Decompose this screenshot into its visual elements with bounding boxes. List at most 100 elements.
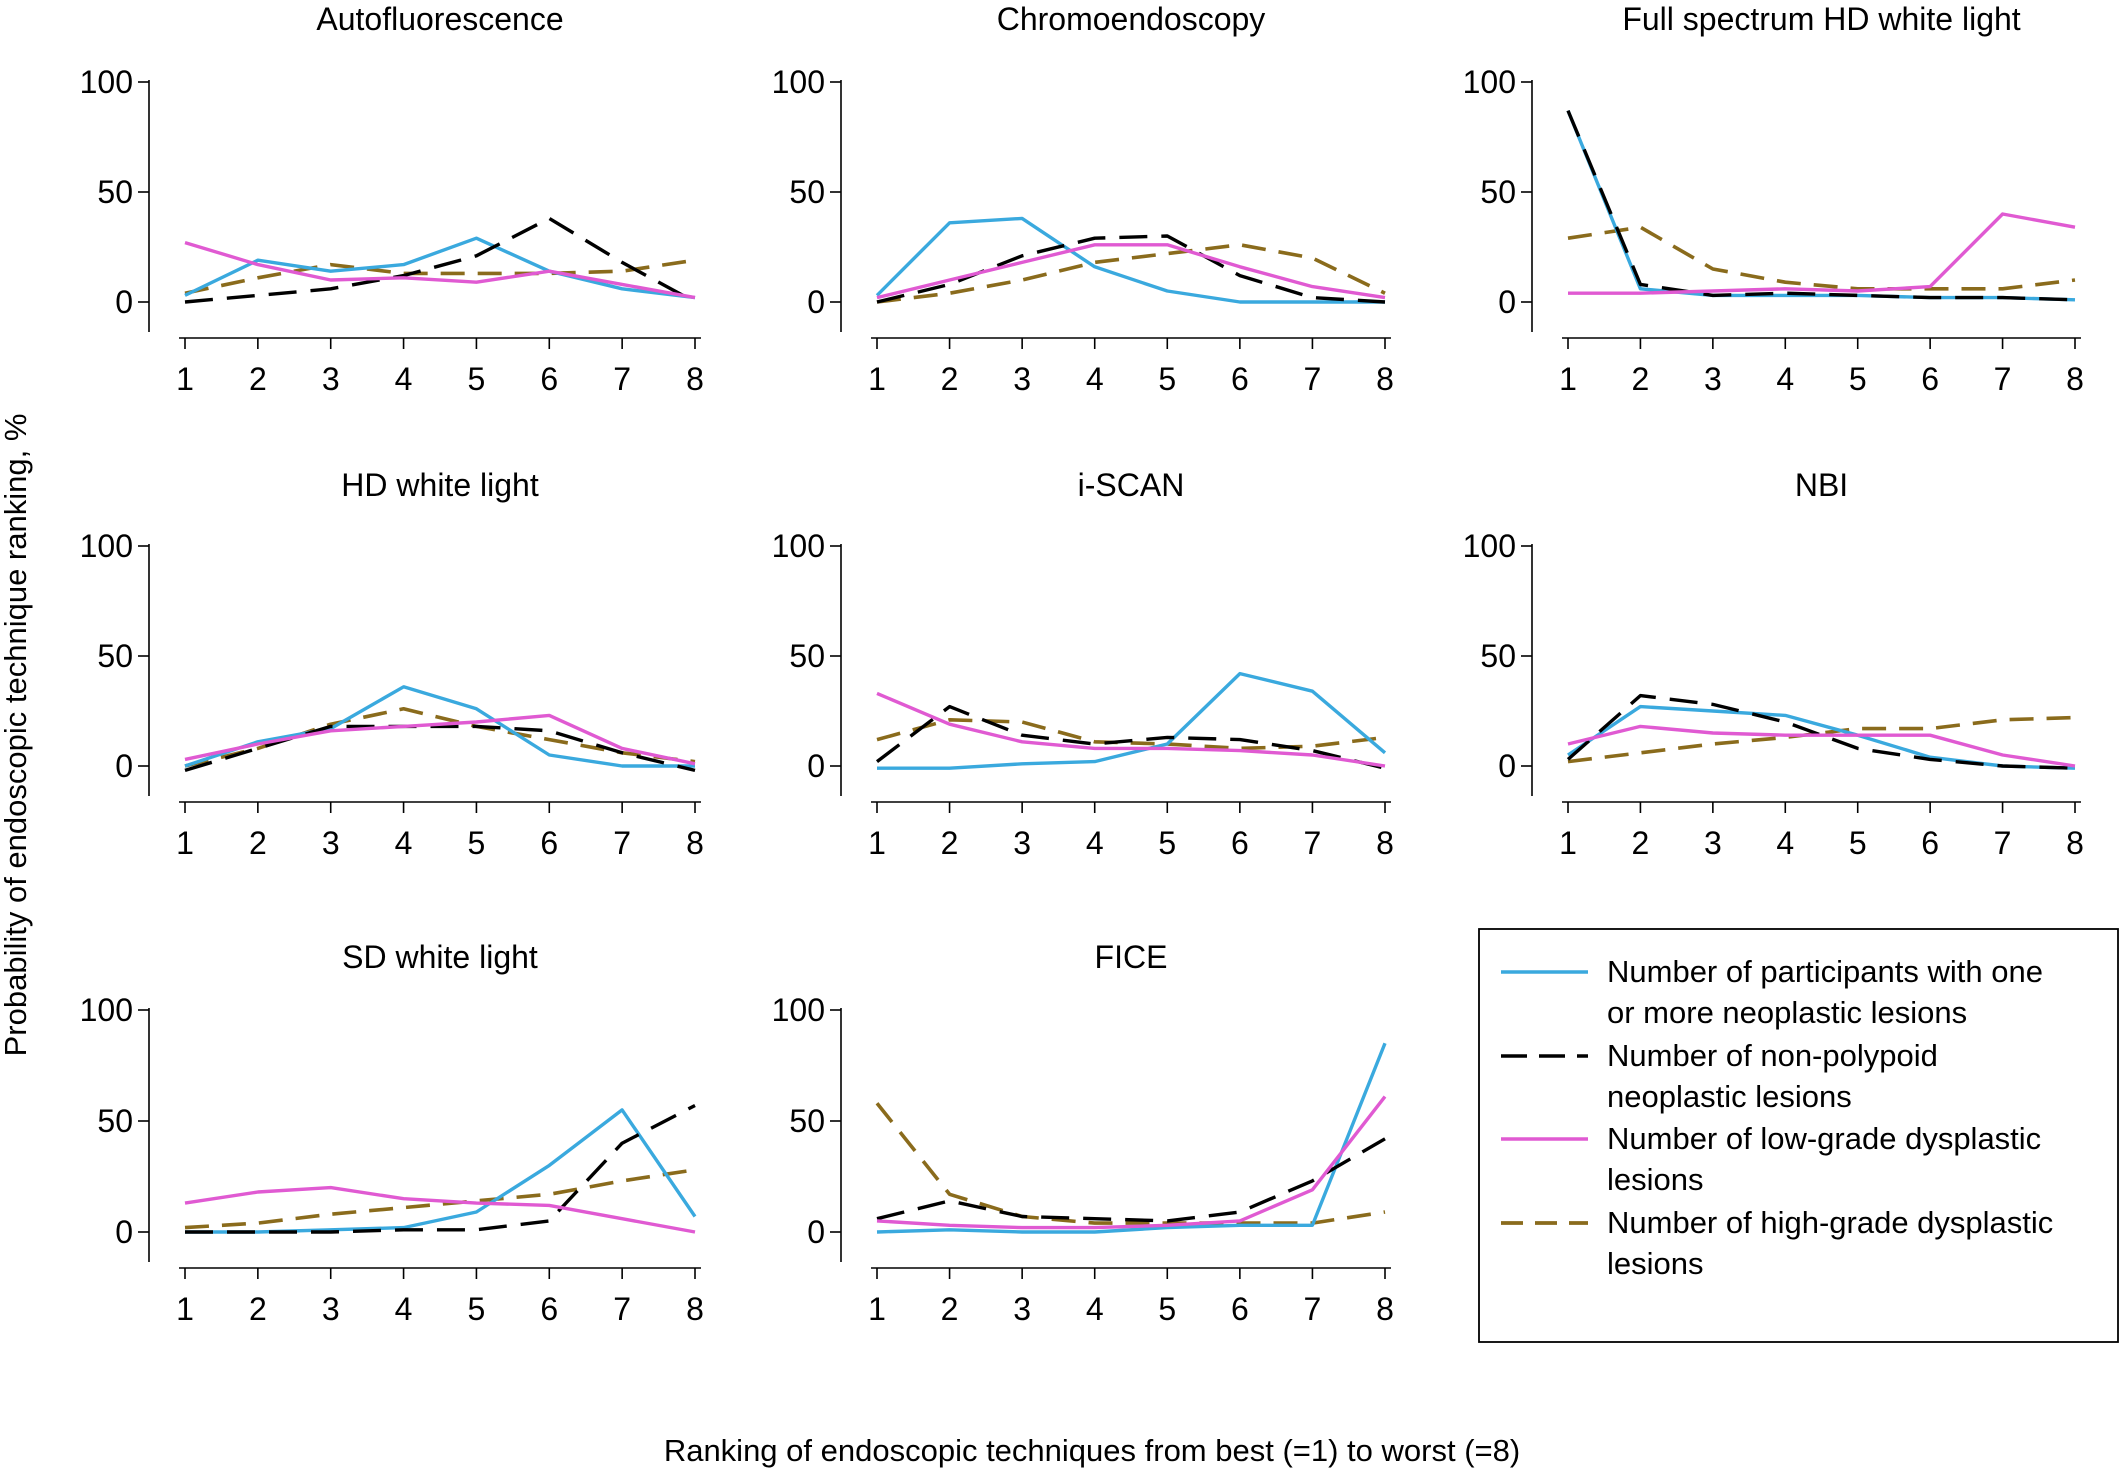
series-line-participants [875, 216, 1385, 304]
legend-label: or more neoplastic lesions [1607, 995, 1967, 1030]
series-line-high-grade [876, 243, 1386, 304]
y-tick-label: 100 [772, 64, 825, 100]
series-line-low-grade [1567, 724, 2076, 768]
series-line-participants [184, 685, 695, 768]
x-tick-label: 5 [1158, 825, 1176, 861]
y-tick-label: 50 [1480, 638, 1516, 674]
y-tick-label: 100 [80, 992, 133, 1028]
y-tick-label: 0 [115, 748, 133, 784]
y-tick-label: 100 [772, 528, 825, 564]
y-tick-label: 0 [807, 748, 825, 784]
x-tick-label: 5 [1158, 1291, 1176, 1327]
x-tick-label: 1 [176, 1291, 194, 1327]
series-line-non-polypoid [1566, 109, 2076, 302]
y-tick-label: 100 [1463, 528, 1516, 564]
x-tick-label: 4 [395, 1291, 413, 1327]
x-tick-label: 2 [249, 825, 267, 861]
series-line-high-grade [875, 1102, 1386, 1225]
legend-label: Number of participants with one [1607, 954, 2043, 989]
y-tick-label: 100 [772, 992, 825, 1028]
panel-i-scan: i-SCAN 0 50 100 1 2 3 4 5 6 7 8 [772, 467, 1394, 861]
series-line-non-polypoid [1566, 693, 2076, 770]
x-tick-label: 8 [1376, 1291, 1394, 1327]
panel-title: Autofluorescence [316, 1, 563, 37]
x-tick-label: 7 [1994, 825, 2012, 861]
x-tick-label: 3 [1013, 361, 1031, 397]
x-tick-label: 4 [395, 825, 413, 861]
y-tick-label: 0 [807, 1214, 825, 1250]
legend-item-non-polypoid: Number of non-polypoid neoplastic lesions [1501, 1038, 1938, 1114]
legend-item-high-grade: Number of high-grade dysplastic lesions [1501, 1205, 2053, 1281]
x-tick-label: 4 [1776, 825, 1794, 861]
x-tick-label: 1 [868, 1291, 886, 1327]
y-tick-label: 50 [97, 174, 133, 210]
x-tick-label: 3 [1013, 1291, 1031, 1327]
series-line-low-grade [184, 1185, 696, 1234]
x-tick-label: 3 [1704, 361, 1722, 397]
x-tick-label: 2 [941, 1291, 959, 1327]
series-line-low-grade [184, 713, 696, 766]
series-line-high-grade [184, 706, 696, 768]
x-tick-label: 2 [941, 825, 959, 861]
x-tick-label: 5 [468, 361, 486, 397]
series-line-participants [184, 236, 696, 300]
series-line-low-grade [1568, 212, 2076, 295]
y-tick-label: 50 [97, 1103, 133, 1139]
legend-label: Number of low-grade dysplastic [1607, 1121, 2041, 1156]
x-tick-label: 6 [540, 1291, 558, 1327]
series-line-low-grade [184, 240, 696, 300]
y-tick-label: 100 [80, 64, 133, 100]
series-line-high-grade [1567, 715, 2076, 764]
x-tick-label: 6 [1921, 361, 1939, 397]
y-tick-label: 0 [1498, 748, 1516, 784]
series-line-high-grade [184, 1168, 696, 1230]
panel-hd-white-light: HD white light 0 50 100 1 2 3 4 5 6 7 8 [80, 467, 704, 861]
x-tick-label: 2 [249, 1291, 267, 1327]
panel-autofluorescence: Autofluorescence 0 50 100 1 2 3 4 5 6 7 8 [80, 1, 704, 397]
series-line-participants [1567, 704, 2076, 770]
x-tick-label: 8 [1376, 361, 1394, 397]
x-tick-label: 3 [322, 825, 340, 861]
x-tick-label: 6 [1231, 1291, 1249, 1327]
x-tick-label: 2 [1632, 825, 1650, 861]
x-tick-label: 2 [249, 361, 267, 397]
x-tick-label: 1 [176, 825, 194, 861]
panel-title: Chromoendoscopy [997, 1, 1266, 37]
x-tick-label: 1 [868, 361, 886, 397]
y-tick-label: 50 [1480, 174, 1516, 210]
legend-label: neoplastic lesions [1607, 1079, 1852, 1114]
series-line-low-grade [876, 691, 1386, 768]
x-tick-label: 3 [322, 361, 340, 397]
panel-title: SD white light [342, 939, 538, 975]
series-line-low-grade [876, 243, 1386, 300]
x-tick-label: 8 [686, 1291, 704, 1327]
legend-item-participants: Number of participants with one or more n… [1501, 954, 2043, 1030]
series-line-participants [185, 1108, 697, 1234]
x-tick-label: 7 [613, 825, 631, 861]
y-tick-label: 100 [80, 528, 133, 564]
panel-fice: FICE 0 50 100 1 2 3 4 5 6 7 8 [772, 939, 1394, 1327]
x-tick-label: 4 [1086, 825, 1104, 861]
x-tick-label: 3 [1013, 825, 1031, 861]
x-tick-label: 7 [613, 1291, 631, 1327]
legend-box [1478, 928, 2119, 1343]
y-axis-title: Probability of endoscopic technique rank… [0, 414, 33, 1057]
y-tick-label: 0 [1498, 284, 1516, 320]
x-tick-label: 1 [1559, 825, 1577, 861]
y-tick-label: 100 [1463, 64, 1516, 100]
legend-item-low-grade: Number of low-grade dysplastic lesions [1501, 1121, 2041, 1197]
y-tick-label: 50 [789, 1103, 825, 1139]
legend: Number of participants with one or more n… [1478, 928, 2119, 1343]
x-tick-label: 8 [2066, 825, 2084, 861]
x-tick-label: 8 [686, 361, 704, 397]
panel-title: Full spectrum HD white light [1622, 1, 2020, 37]
x-tick-label: 4 [1086, 1291, 1104, 1327]
panel-chromoendoscopy: Chromoendoscopy 0 50 100 1 2 3 4 5 6 7 8 [772, 1, 1394, 397]
panel-nbi: NBI 0 50 100 1 2 3 4 5 6 7 8 [1463, 467, 2084, 861]
x-tick-label: 5 [468, 825, 486, 861]
x-tick-label: 8 [2066, 361, 2084, 397]
x-tick-label: 2 [1632, 361, 1650, 397]
series-line-non-polypoid [184, 724, 696, 773]
series-line-participants [1566, 109, 2076, 302]
